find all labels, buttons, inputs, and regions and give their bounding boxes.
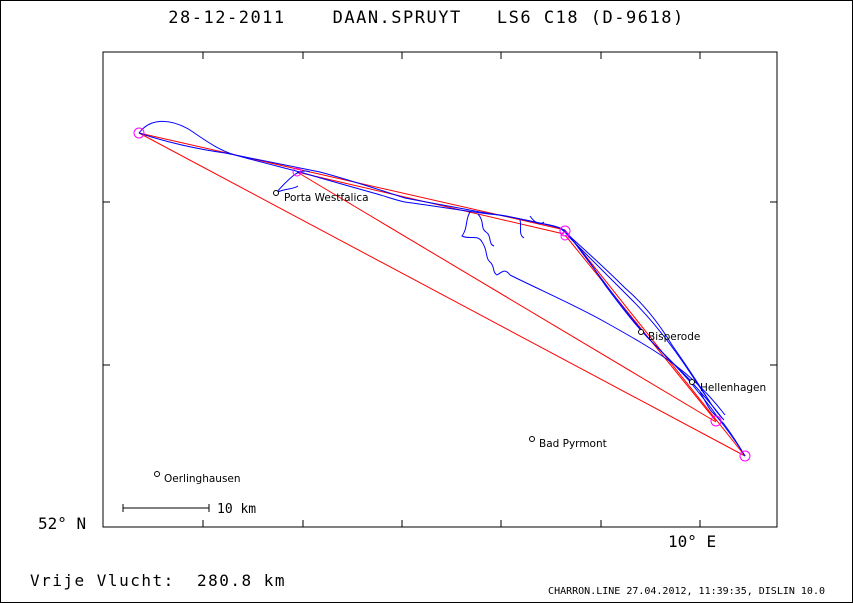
pilot-name: DAAN.SPRUYT [332,8,462,28]
track-segment [138,132,723,419]
distance-label: Vrije Vlucht: [30,571,175,590]
track-segment [699,391,746,457]
task-leg [138,132,746,457]
glider-id: LS6 C18 (D-9618) [496,8,685,28]
free-flight-distance: Vrije Vlucht: 280.8 km [30,571,286,590]
track-segment [138,120,746,457]
track-segment [461,211,511,276]
turnpoint-marker [133,127,145,139]
place-marker [273,190,279,196]
flight-track [138,120,746,457]
turnpoint-marker [559,225,571,237]
chart-title: 28-12-2011 DAAN.SPRUYT LS6 C18 (D-9618) [0,8,853,28]
turnpoints [133,127,751,462]
scale-bar-label: 10 km [217,502,256,517]
place-marker [638,329,644,335]
place-label-bad-pyrmont: Bad Pyrmont [539,438,607,450]
places: Porta Westfalica Bisperode Hellenhagen B… [154,190,766,485]
place-marker [529,436,535,442]
longitude-label: 10° E [668,532,717,551]
place-label-bisperode: Bisperode [648,331,700,343]
axis-ticks [103,52,777,527]
place-marker [689,379,695,385]
track-segment [564,231,725,421]
track-segment [567,235,711,403]
map-border [102,51,778,528]
place-label-hellenhagen: Hellenhagen [700,382,766,394]
place-label-porta-westfalica: Porta Westfalica [284,192,369,204]
turnpoint-marker [710,415,722,427]
distance-value: 280.8 km [197,571,287,590]
track-segment [509,274,726,416]
turnpoint-marker [739,450,751,462]
task-legs [138,132,746,457]
flight-date: 28-12-2011 [168,8,286,28]
track-segment [477,213,545,247]
turnpoint-marker [292,167,302,177]
place-marker [154,471,160,477]
place-label-oerlinghausen: Oerlinghausen [164,473,241,485]
task-leg [296,171,717,423]
turnpoint-marker [560,231,570,241]
footer-credits: CHARRON.LINE 27.04.2012, 11:39:35, DISLI… [548,586,825,597]
task-leg [564,234,717,422]
task-leg [564,229,746,457]
scale-bar: 10 km [122,502,256,517]
latitude-label: 52° N [38,514,87,533]
